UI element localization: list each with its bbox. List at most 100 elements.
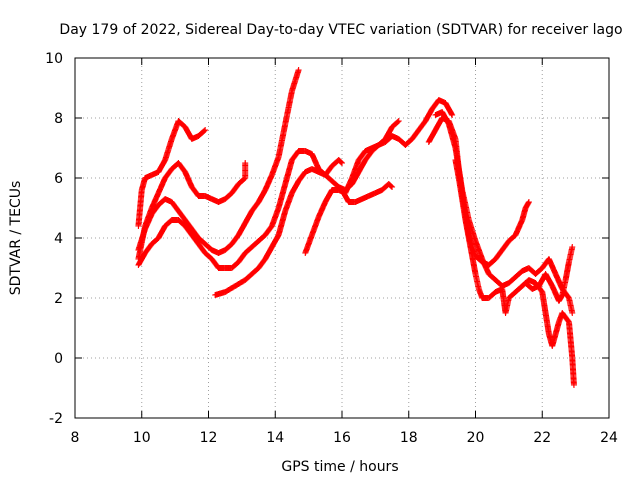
series-marks — [175, 208, 188, 222]
series-marks — [255, 232, 268, 244]
series-marks — [512, 218, 525, 238]
series-marks — [275, 122, 289, 160]
x-tick-label: 24 — [600, 430, 618, 446]
series-marks — [232, 277, 248, 289]
series-marks — [532, 265, 545, 277]
series-marks — [565, 319, 576, 360]
series-marks — [235, 251, 248, 265]
series-mark — [202, 127, 209, 133]
series-mark — [525, 199, 532, 205]
series-marks — [155, 176, 168, 196]
series-mark — [449, 112, 456, 118]
series-marks — [322, 188, 335, 205]
series-marks — [162, 137, 175, 163]
series-marks — [175, 160, 188, 174]
series-marks — [512, 283, 525, 295]
series-marks — [472, 271, 482, 291]
series-marks — [465, 217, 479, 243]
y-tick-label: 0 — [54, 351, 63, 367]
series-marks — [255, 188, 268, 205]
series-mark — [569, 310, 576, 316]
series-marks — [188, 184, 201, 198]
series-marks — [222, 283, 238, 295]
series-marks — [542, 310, 552, 336]
series-marks — [135, 227, 148, 253]
data-series — [135, 67, 577, 388]
series-marks — [545, 256, 559, 276]
series-arc-11 — [522, 244, 576, 304]
series-marks — [569, 355, 577, 387]
x-tick-label: 20 — [467, 430, 485, 446]
series-marks — [208, 256, 221, 270]
series-marks — [282, 158, 295, 187]
series-marks — [195, 127, 208, 139]
series-marks — [542, 271, 555, 288]
series-marks — [555, 293, 565, 304]
series-marks — [308, 151, 322, 171]
series-marks — [242, 244, 254, 256]
series-marks — [308, 215, 322, 238]
chart-title: Day 179 of 2022, Sidereal Day-to-day VTE… — [59, 22, 622, 38]
series-marks — [235, 175, 248, 187]
series-marks — [262, 224, 275, 238]
series-marks — [142, 212, 155, 232]
series-marks — [148, 203, 161, 217]
series-mark — [295, 67, 302, 73]
series-marks — [519, 206, 529, 223]
series-marks — [142, 242, 155, 256]
series-marks — [228, 233, 241, 247]
x-tick-label: 22 — [533, 430, 551, 446]
series-marks — [202, 250, 214, 262]
series-marks — [409, 128, 422, 142]
x-tick-label: 18 — [400, 430, 418, 446]
y-tick-label: 8 — [54, 111, 63, 127]
series-arc-1 — [135, 118, 209, 229]
series-marks — [195, 241, 208, 255]
axis-ticks — [74, 57, 610, 419]
series-arc-4 — [135, 148, 345, 271]
series-marks — [362, 149, 375, 163]
series-marks — [138, 176, 148, 193]
series-marks — [242, 271, 254, 283]
series-marks — [315, 200, 328, 220]
series-marks — [422, 107, 435, 124]
series-marks — [248, 238, 261, 250]
series-marks — [565, 295, 576, 315]
series-marks — [432, 116, 445, 133]
x-axis-label: GPS time / hours — [281, 459, 398, 475]
series-marks — [268, 206, 282, 229]
series-marks — [248, 265, 261, 277]
y-axis-label: SDTVAR / TECUs — [8, 181, 24, 296]
series-marks — [248, 200, 261, 214]
y-tick-label: -2 — [49, 411, 63, 427]
series-mark — [389, 184, 396, 190]
series-marks — [355, 158, 368, 175]
series-marks — [182, 169, 195, 189]
series-marks — [355, 149, 368, 163]
series-marks — [485, 256, 498, 268]
series-marks — [268, 233, 281, 250]
series-marks — [175, 217, 188, 229]
series-arc-7 — [339, 181, 396, 205]
series-marks — [385, 181, 395, 190]
series-marks — [135, 188, 145, 229]
series-marks — [415, 119, 428, 133]
series-marks — [202, 241, 214, 253]
series-marks — [472, 238, 485, 261]
series-marks — [505, 274, 518, 286]
series-marks — [155, 224, 168, 241]
series-marks — [188, 226, 201, 240]
series-marks — [302, 233, 315, 256]
series-marks — [282, 89, 295, 127]
series-mark — [339, 160, 345, 166]
series-marks — [242, 209, 255, 226]
series-arc-3 — [135, 67, 302, 256]
series-marks — [552, 320, 562, 337]
series-marks — [565, 245, 576, 265]
series-marks — [335, 157, 345, 166]
series-marks — [445, 121, 459, 150]
series-marks — [559, 278, 569, 298]
series-marks — [439, 109, 452, 126]
series-marks — [255, 257, 268, 271]
